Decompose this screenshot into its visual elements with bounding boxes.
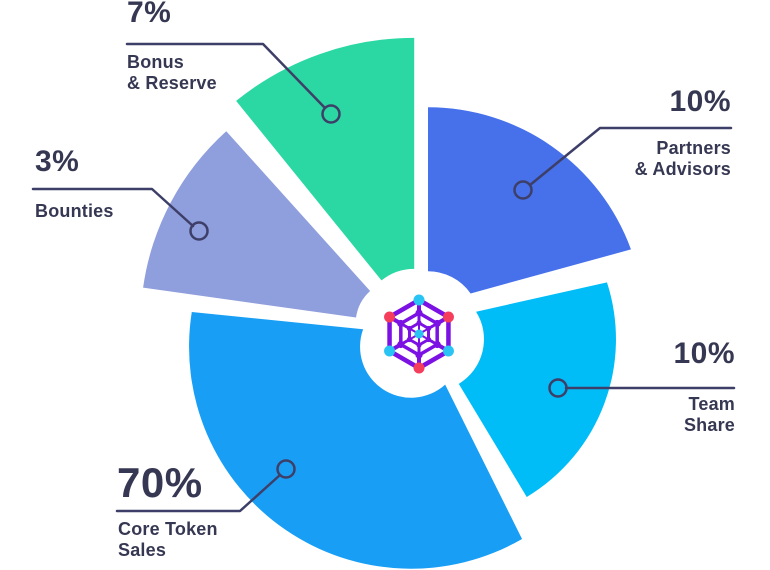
label-core-line1: Core Token [118, 519, 218, 539]
label-bonus-name: Bonus & Reserve [127, 52, 217, 94]
leader-line-bonus [125, 42, 327, 110]
logo-node-red [384, 311, 396, 323]
hexagon-network-logo [384, 294, 454, 374]
label-partners-line2: & Advisors [634, 159, 731, 179]
logo-node-purple [433, 340, 441, 349]
logo-node-cyan [384, 345, 396, 357]
label-bonus-line2: & Reserve [127, 73, 217, 93]
label-bonus-line1: Bonus [127, 52, 184, 72]
logo-node-purple [415, 351, 423, 359]
leader-marker-team [548, 378, 568, 398]
label-team-percent: 10% [673, 337, 735, 370]
label-team-line1: Team [688, 394, 735, 414]
logo-node-purple [397, 319, 405, 328]
leader-marker-bounties [189, 221, 209, 241]
label-partners-line1: Partners [656, 138, 731, 158]
logo-node-cyan [413, 294, 425, 306]
logo-node-red [413, 362, 425, 374]
pie-slices [143, 37, 631, 569]
leader-line-core [115, 473, 282, 513]
pie-slice-partners [427, 107, 631, 294]
pie-slice-core [189, 311, 523, 569]
pie-slice-bounties [143, 131, 371, 318]
logo-node-cyan [442, 345, 454, 357]
label-core-line2: Sales [118, 540, 167, 560]
logo-node-purple [433, 319, 441, 328]
label-core-name: Core Token Sales [118, 519, 218, 561]
logo-node-red [442, 311, 454, 323]
leader-marker-core [276, 459, 296, 479]
leader-lines [31, 42, 736, 513]
label-team-line2: Share [683, 415, 735, 435]
label-bounties-name: Bounties [35, 201, 114, 222]
leader-marker-bonus [321, 104, 341, 124]
logo-node-center [414, 329, 424, 339]
label-team-name: Team Share [684, 394, 735, 436]
leader-line-partners [528, 126, 733, 187]
label-bounties-percent: 3% [35, 145, 80, 178]
logo-node-purple-inner [406, 336, 413, 343]
leader-line-bounties [31, 187, 195, 228]
logo-node-purple [415, 309, 423, 317]
logo-node-purple-inner [406, 325, 413, 332]
label-bonus-percent: 7% [127, 0, 172, 29]
logo-node-purple-inner [416, 342, 422, 348]
logo-node-purple-inner [416, 320, 422, 326]
label-bounties-line1: Bounties [35, 201, 114, 221]
leader-marker-partners [513, 180, 533, 200]
logo-node-purple-inner [425, 336, 432, 343]
label-partners-percent: 10% [669, 85, 731, 118]
pie-slice-team [458, 282, 616, 497]
label-core-percent: 70% [117, 459, 203, 506]
logo-node-purple-inner [425, 325, 432, 332]
logo-node-purple [397, 340, 405, 349]
label-partners-name: Partners & Advisors [635, 138, 731, 180]
pie-slice-bonus [236, 37, 415, 281]
